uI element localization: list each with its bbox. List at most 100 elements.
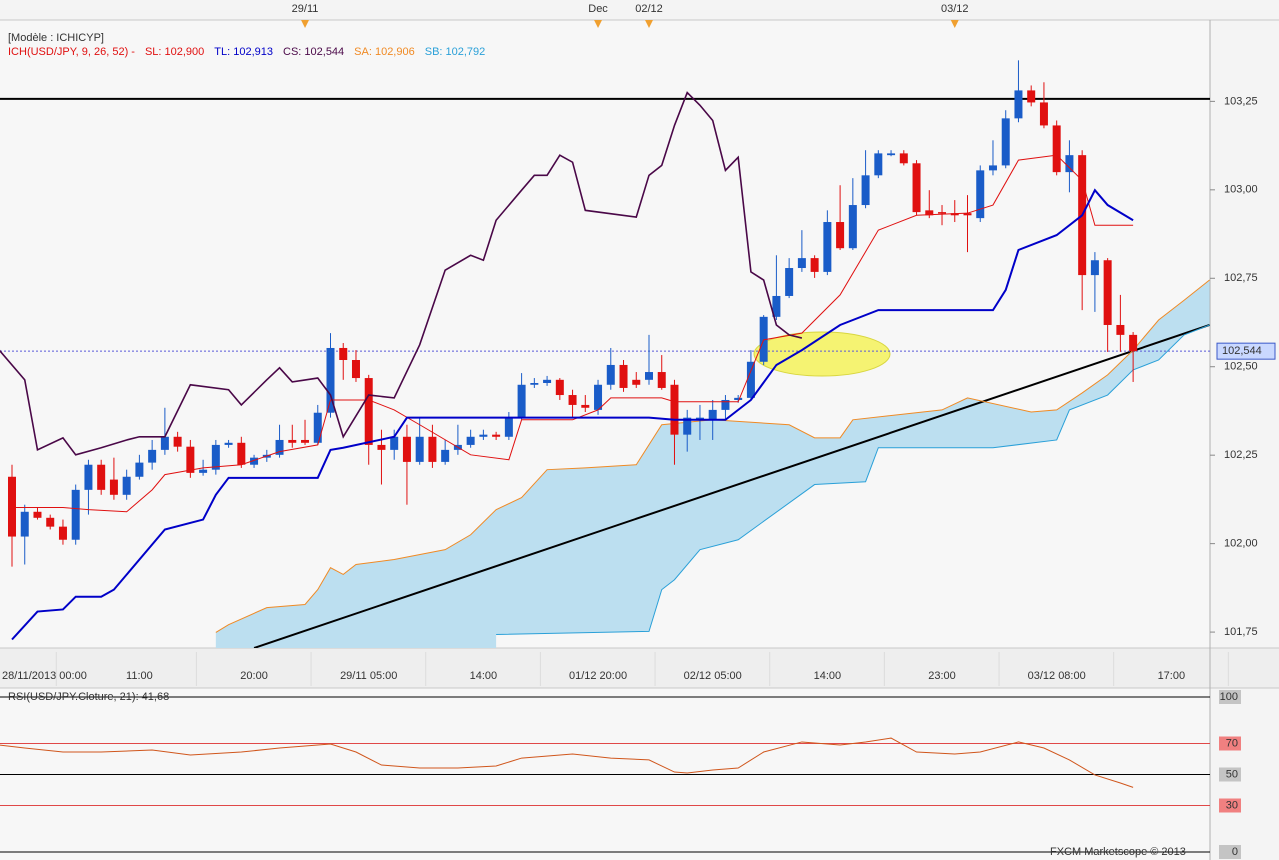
x-tick-label: 03/12 08:00 [1028, 670, 1086, 682]
candle-body [976, 170, 985, 219]
candle-body [479, 434, 488, 437]
candle-body [135, 462, 144, 477]
time-axis-band [0, 648, 1279, 688]
candle-body [1039, 102, 1048, 126]
top-time-label: 02/12 [635, 3, 663, 15]
time-marker [950, 20, 959, 28]
candle-body [402, 436, 411, 462]
x-tick-label: 14:00 [470, 670, 498, 682]
x-tick-label: 28/11/2013 00:00 [2, 670, 87, 682]
candle-body [746, 361, 755, 398]
candle-body [173, 436, 182, 447]
candle-body [186, 446, 195, 473]
candle-body [313, 412, 322, 443]
candle-body [938, 212, 947, 214]
candle-body [109, 479, 118, 495]
indicator-line [11, 188, 1134, 641]
candle-body [326, 347, 335, 413]
y-tick-label: 103,25 [1224, 95, 1258, 107]
candle-body [874, 153, 883, 176]
candle-body [797, 258, 806, 269]
legend-entry: TL: 102,913 [214, 46, 273, 58]
candle-body [734, 397, 743, 400]
candle-body [441, 449, 450, 462]
y-tick-label: 101,75 [1224, 626, 1258, 638]
indicator-line [0, 91, 803, 456]
time-marker [594, 20, 603, 28]
candle-body [632, 379, 641, 385]
candle-body [925, 210, 934, 216]
candle-body [211, 444, 220, 470]
candle-body [428, 436, 437, 462]
top-time-label: Dec [588, 3, 608, 15]
indicator-name: ICH(USD/JPY, 9, 26, 52) - [8, 46, 135, 58]
candle-body [160, 436, 169, 450]
candle-body [1014, 90, 1023, 119]
candle-body [415, 436, 424, 462]
level-tag [1219, 845, 1241, 859]
x-tick-label: 02/12 05:00 [684, 670, 742, 682]
price-tag [1216, 342, 1276, 360]
candle-body [581, 404, 590, 408]
candle-body [759, 316, 768, 362]
candle-body [861, 175, 870, 206]
x-tick-label: 14:00 [814, 670, 842, 682]
x-tick-label: 29/11 05:00 [340, 670, 397, 682]
candle-body [8, 476, 16, 537]
candle-body [33, 511, 42, 518]
candle-body [1065, 155, 1074, 173]
candle-body [1116, 324, 1125, 335]
candle-body [492, 434, 501, 437]
rsi-plot [0, 696, 1210, 853]
candle-body [887, 153, 896, 156]
candle-body [377, 444, 386, 450]
candle-body [988, 165, 997, 171]
x-tick-label: 17:00 [1158, 670, 1186, 682]
candle-body [84, 464, 93, 490]
candle-body [1052, 125, 1061, 173]
legend-entry: SA: 102,906 [354, 46, 415, 58]
y-tick-label: 0 [1232, 846, 1238, 858]
level-tag [1219, 736, 1241, 751]
candle-body [823, 222, 832, 272]
rsi-title: RSI(USD/JPY.Cloture, 21): 41,68 [8, 691, 169, 703]
legend-entry: SL: 102,900 [145, 46, 204, 58]
trend-line [253, 324, 1210, 648]
plot [0, 60, 1210, 648]
candle-body [1027, 90, 1036, 103]
candle-body [645, 372, 653, 380]
candle-body [517, 384, 526, 418]
time-marker [645, 20, 653, 28]
candle-body [708, 409, 717, 420]
candle-body [721, 399, 730, 410]
x-tick-label: 01/12 20:00 [569, 670, 627, 682]
indicator-legend: ICH(USD/JPY, 9, 26, 52) - SL: 102,900 TL: … [8, 46, 485, 58]
candle-body [199, 469, 208, 473]
y-tick-label: 50 [1226, 768, 1238, 780]
candle-body [594, 384, 603, 410]
level-tag [1219, 767, 1241, 782]
candle-body [71, 489, 80, 540]
candle-body [97, 464, 106, 490]
y-tick-label: 102,25 [1224, 449, 1258, 461]
legend-entry: SB: 102,792 [425, 46, 486, 58]
y-tick-label: 103,00 [1224, 184, 1258, 196]
candle-body [351, 360, 360, 379]
candle-body [899, 153, 908, 164]
candle-body [20, 511, 29, 537]
candle-body [1090, 260, 1099, 276]
candle-body [810, 258, 819, 272]
level-tag [1219, 798, 1241, 813]
candle-body [683, 417, 692, 435]
candle-body [695, 417, 704, 420]
candle-body [301, 439, 310, 443]
candle-body [504, 417, 513, 437]
top-time-label: 29/11 [292, 3, 319, 15]
candle-body [364, 378, 373, 445]
candle-body [148, 449, 157, 463]
candle-body [963, 213, 972, 216]
candle-body [530, 383, 539, 385]
y-tick-label: 102,75 [1224, 272, 1258, 284]
